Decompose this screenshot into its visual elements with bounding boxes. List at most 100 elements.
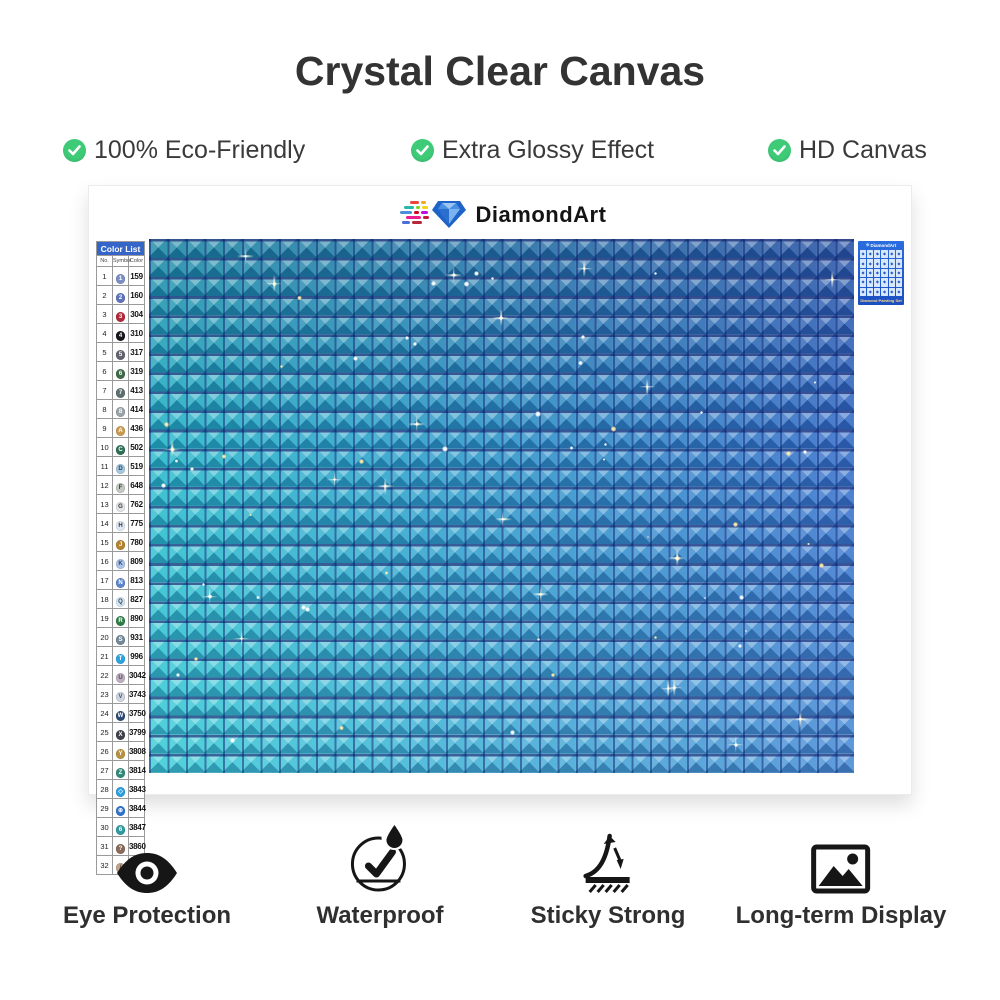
row-symbol: A: [112, 418, 129, 438]
symbol-dot-icon: 7: [115, 388, 126, 398]
bottom-feature-sticky-strong: Sticky Strong: [530, 820, 686, 930]
row-symbol: K: [112, 551, 129, 571]
row-no: 27: [96, 760, 113, 780]
product-card: DiamondArt Color List No. Symbol Color 1…: [88, 185, 912, 875]
row-no: 22: [96, 665, 113, 685]
color-list-row: 13 G 762: [96, 494, 145, 514]
row-color-code: 317: [128, 342, 145, 362]
row-color-code: 3799: [128, 722, 146, 742]
row-color-code: 413: [128, 380, 145, 400]
color-list-row: 23 V 3743: [96, 684, 146, 704]
color-list-row: 17 N 813: [96, 570, 145, 590]
row-symbol: X: [112, 722, 129, 742]
row-color-code: 762: [128, 494, 145, 514]
color-list-title: Color List: [96, 241, 145, 256]
row-no: 24: [96, 703, 113, 723]
row-no: 2: [96, 285, 113, 305]
color-list-row: 19 R 890: [96, 608, 145, 628]
symbol-dot-icon: V: [115, 692, 126, 702]
row-symbol: G: [112, 494, 129, 514]
row-color-code: 414: [128, 399, 145, 419]
color-list-row: 8 8 414: [96, 399, 145, 419]
eye-icon: [63, 820, 231, 894]
color-list-body: 1 1 159 2 2 160 3 3 304 4 4 310 5 5 317 6 6 319 7 7 413 8 8 414…: [96, 266, 146, 875]
row-symbol: D: [112, 456, 129, 476]
row-no: 16: [96, 551, 113, 571]
row-color-code: 809: [128, 551, 145, 571]
row-no: 15: [96, 532, 113, 552]
row-color-code: 160: [128, 285, 145, 305]
row-no: 12: [96, 475, 113, 495]
color-list-row: 20 S 931: [96, 627, 145, 647]
row-color-code: 519: [128, 456, 145, 476]
symbol-dot-icon: R: [115, 616, 126, 626]
symbol-dot-icon: Y: [115, 749, 126, 759]
color-list-col-symbol: Symbol: [112, 255, 131, 267]
row-color-code: 775: [128, 513, 145, 533]
row-color-code: 931: [128, 627, 145, 647]
row-no: 14: [96, 513, 113, 533]
row-symbol: S: [112, 627, 129, 647]
row-symbol: H: [112, 513, 129, 533]
brand-logo: DiamondArt: [89, 194, 911, 236]
symbol-dot-icon: 2: [115, 293, 126, 303]
symbol-dot-icon: G: [115, 502, 126, 512]
color-list: Color List No. Symbol Color 1 1 159 2 2 160 3 3…: [96, 241, 146, 875]
row-no: 23: [96, 684, 113, 704]
row-no: 28: [96, 779, 113, 799]
color-list-row: 6 6 319: [96, 361, 145, 381]
symbol-dot-icon: S: [115, 635, 126, 645]
row-no: 21: [96, 646, 113, 666]
feature-label: 100% Eco-Friendly: [94, 136, 306, 164]
symbol-dot-icon: N: [115, 578, 126, 588]
bottom-feature-eye-protection: Eye Protection: [63, 820, 231, 930]
symbol-dot-icon: A: [115, 426, 126, 436]
color-list-row: 15 J 780: [96, 532, 145, 552]
color-list-row: 3 3 304: [96, 304, 145, 324]
row-symbol: ◇: [112, 779, 129, 799]
color-list-row: 26 Y 3808: [96, 741, 146, 761]
symbol-dot-icon: H: [115, 521, 126, 531]
row-color-code: 319: [128, 361, 145, 381]
color-list-row: 2 2 160: [96, 285, 145, 305]
waterproof-icon: [316, 820, 443, 894]
color-list-row: 7 7 413: [96, 380, 145, 400]
bottom-feature-label: Waterproof: [316, 902, 444, 929]
row-color-code: 3750: [128, 703, 146, 723]
row-color-code: 3743: [128, 684, 146, 704]
row-symbol: F: [112, 475, 129, 495]
row-no: 8: [96, 399, 113, 419]
thumbnail-brand-logo: ◆ DiamondArt: [860, 242, 902, 249]
symbol-dot-icon: 5: [115, 350, 126, 360]
packaging-thumbnail: ◆ DiamondArt ◆ ◆ ◆ ◆ ◆ ◆ ◆ ◆ ◆ ◆ ◆ ◆ ◆ ◆ ◆ ◆ ◆ ◆ ◆ ◆ ◆ ◆ ◆ ◆ ◆ ◆ ◆…: [858, 241, 904, 305]
row-no: 20: [96, 627, 113, 647]
row-symbol: 7: [112, 380, 129, 400]
symbol-dot-icon: T: [115, 654, 126, 664]
symbol-dot-icon: D: [115, 464, 126, 474]
color-list-row: 24 W 3750: [96, 703, 146, 723]
bottom-feature-label: Eye Protection: [62, 902, 232, 929]
thumbnail-brand-name: DiamondArt: [870, 243, 897, 248]
feature-label: Extra Glossy Effect: [442, 136, 655, 164]
row-no: 13: [96, 494, 113, 514]
row-symbol: 6: [112, 361, 129, 381]
diamond-icon: ◆: [865, 242, 870, 248]
row-no: 9: [96, 418, 113, 438]
row-symbol: V: [112, 684, 129, 704]
row-color-code: 3860: [128, 836, 146, 856]
bottom-feature-label: Sticky Strong: [530, 902, 686, 929]
diamond-logo-icon: [399, 201, 466, 228]
row-no: 18: [96, 589, 113, 609]
symbol-dot-icon: U: [115, 673, 126, 683]
diamond-canvas: [149, 239, 854, 773]
color-list-row: 18 Q 827: [96, 589, 145, 609]
color-list-col-color: Color: [128, 255, 145, 267]
row-no: 5: [96, 342, 113, 362]
check-icon: [63, 139, 86, 162]
symbol-dot-icon: 8: [115, 407, 126, 417]
row-no: 11: [96, 456, 113, 476]
symbol-dot-icon: ⊕: [115, 806, 126, 816]
row-color-code: 436: [128, 418, 145, 438]
color-list-row: 27 Z 3814: [96, 760, 146, 780]
row-color-code: 3843: [128, 779, 146, 799]
